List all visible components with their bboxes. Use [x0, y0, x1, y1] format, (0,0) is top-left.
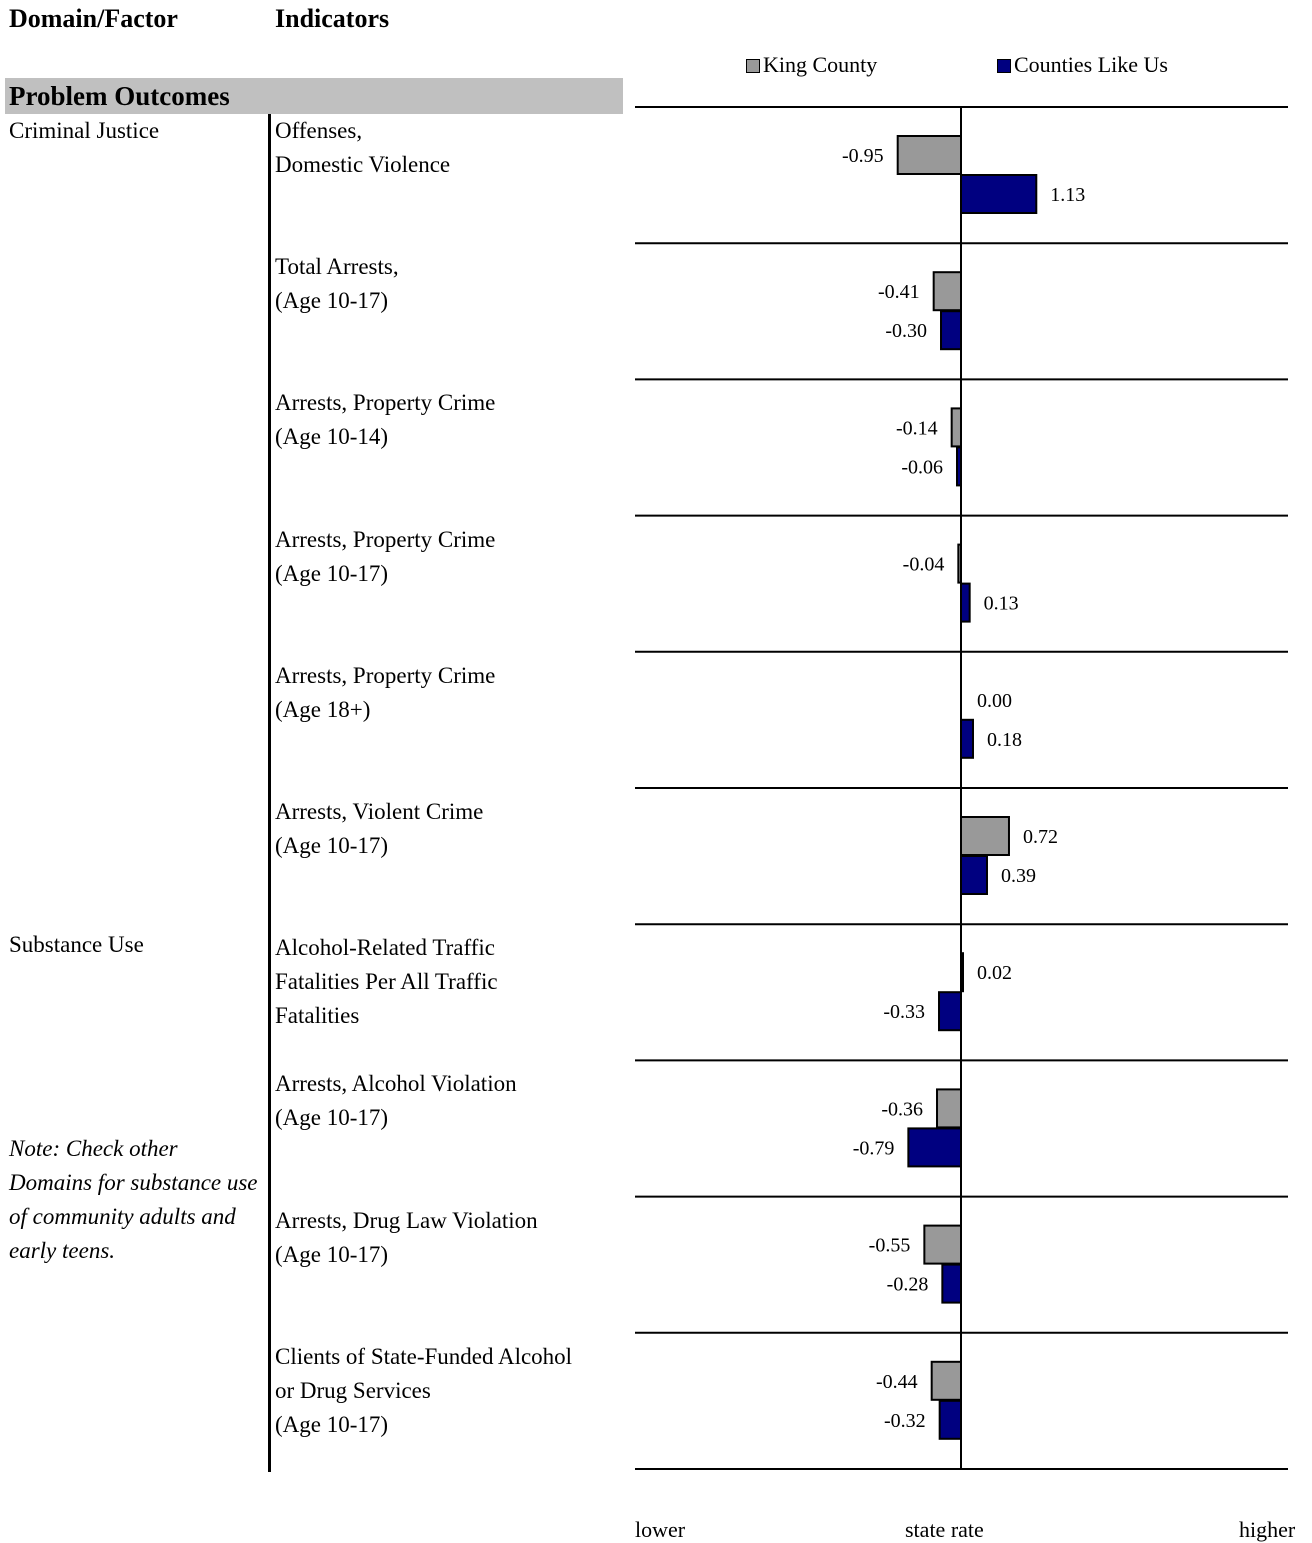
- indicator-label-line: or Drug Services: [275, 1378, 431, 1403]
- bar-king-county: [896, 135, 962, 175]
- value-label-king-county: -0.14: [896, 417, 938, 439]
- bar-king-county: [932, 271, 962, 312]
- indicator-label: Clients of State-Funded Alcohol or Drug S…: [275, 1340, 625, 1442]
- indicator-label: Total Arrests, (Age 10-17): [275, 250, 625, 318]
- bar-counties-like-us: [960, 174, 1038, 214]
- indicator-label: Arrests, Property Crime (Age 18+): [275, 659, 625, 727]
- domain-note: Note: Check other Domains for substance …: [9, 1136, 258, 1263]
- bar-king-county: [936, 1088, 963, 1129]
- indicator-label-line: (Age 10-17): [275, 288, 389, 313]
- bar-king-county: [950, 407, 963, 448]
- legend-label-counties-like-us: Counties Like Us: [1014, 52, 1168, 77]
- value-label-counties-like-us: -0.33: [883, 1001, 925, 1023]
- indicator-divider: [268, 114, 271, 1472]
- indicator-label: Offenses, Domestic Violence: [275, 114, 625, 182]
- value-label-king-county: -0.55: [869, 1235, 911, 1257]
- value-label-counties-like-us: 0.18: [987, 729, 1022, 751]
- value-label-counties-like-us: 0.39: [1001, 865, 1036, 887]
- indicator-label-line: Arrests, Drug Law Violation: [275, 1208, 538, 1233]
- value-label-king-county: 0.02: [977, 962, 1012, 984]
- bar-counties-like-us: [960, 855, 988, 895]
- bar-king-county: [930, 1360, 963, 1401]
- indicator-label-line: Domestic Violence: [275, 152, 451, 177]
- section-title: Problem Outcomes: [9, 81, 230, 111]
- indicator-label-line: (Age 10-17): [275, 833, 389, 858]
- legend-item-king-county: King County: [746, 52, 877, 78]
- indicator-label: Arrests, Property Crime (Age 10-17): [275, 523, 625, 591]
- indicator-label-line: Fatalities: [275, 1003, 360, 1028]
- scale-label-higher: higher: [1239, 1517, 1296, 1542]
- counties-like-us-swatch: [997, 59, 1011, 73]
- indicator-label-line: Arrests, Violent Crime: [275, 799, 484, 824]
- value-label-counties-like-us: -0.32: [884, 1410, 926, 1432]
- indicator-label-line: (Age 10-17): [275, 561, 389, 586]
- indicator-label-line: (Age 10-17): [275, 1412, 389, 1437]
- value-label-king-county: -0.41: [878, 281, 920, 303]
- indicator-label-line: Arrests, Property Crime: [275, 390, 496, 415]
- value-label-counties-like-us: -0.30: [885, 320, 927, 342]
- indicator-label: Arrests, Violent Crime (Age 10-17): [275, 795, 625, 863]
- value-label-counties-like-us: 0.13: [984, 593, 1019, 615]
- value-label-king-county: -0.95: [842, 145, 884, 167]
- legend-item-counties-like-us: Counties Like Us: [997, 52, 1168, 78]
- bar-king-county: [960, 816, 1010, 856]
- scale-label-lower: lower: [635, 1517, 686, 1542]
- indicator-label: Arrests, Alcohol Violation (Age 10-17): [275, 1067, 625, 1135]
- bar-counties-like-us: [938, 991, 963, 1032]
- domain-criminal-justice: Criminal Justice: [9, 118, 160, 143]
- value-label-king-county: 0.00: [977, 690, 1012, 712]
- indicator-label-line: Alcohol-Related Traffic: [275, 935, 495, 960]
- legend-label-king-county: King County: [763, 52, 878, 77]
- bar-counties-like-us: [941, 1263, 962, 1304]
- bar-counties-like-us: [960, 718, 974, 759]
- indicator-label-line: Total Arrests,: [275, 254, 399, 279]
- value-label-counties-like-us: -0.06: [901, 456, 943, 478]
- value-label-king-county: -0.04: [903, 554, 945, 576]
- indicator-label-line: Offenses,: [275, 118, 363, 143]
- section-band: Problem Outcomes: [5, 78, 623, 114]
- king-county-swatch: [746, 59, 760, 73]
- bar-king-county: [923, 1224, 963, 1265]
- bar-counties-like-us: [938, 1399, 962, 1440]
- indicator-label-line: Arrests, Alcohol Violation: [275, 1071, 517, 1096]
- indicator-label-line: (Age 18+): [275, 697, 371, 722]
- value-label-king-county: -0.36: [881, 1098, 923, 1120]
- domain-factor-header: Domain/Factor: [9, 4, 178, 33]
- bar-counties-like-us: [940, 310, 962, 351]
- bar-counties-like-us: [960, 582, 971, 623]
- indicator-label: Arrests, Drug Law Violation (Age 10-17): [275, 1204, 625, 1272]
- bar-counties-like-us: [907, 1127, 963, 1168]
- value-label-counties-like-us: -0.79: [853, 1137, 895, 1159]
- indicator-label-line: Arrests, Property Crime: [275, 663, 496, 688]
- indicators-header: Indicators: [275, 4, 390, 33]
- scale-label-state-rate: state rate: [905, 1517, 984, 1542]
- indicator-label: Alcohol-Related Traffic Fatalities Per Al…: [275, 931, 625, 1033]
- indicator-label-line: (Age 10-14): [275, 424, 389, 449]
- value-label-counties-like-us: -0.28: [887, 1274, 929, 1296]
- value-label-king-county: -0.44: [876, 1371, 918, 1393]
- indicator-label-line: (Age 10-17): [275, 1105, 389, 1130]
- value-label-counties-like-us: 1.13: [1050, 184, 1085, 206]
- domain-substance-use: Substance Use: [9, 932, 144, 957]
- indicator-label-line: (Age 10-17): [275, 1242, 389, 1267]
- indicator-label-line: Fatalities Per All Traffic: [275, 969, 498, 994]
- value-label-king-county: 0.72: [1023, 826, 1058, 848]
- indicator-label: Arrests, Property Crime (Age 10-14): [275, 386, 625, 454]
- indicator-label-line: Arrests, Property Crime: [275, 527, 496, 552]
- indicator-label-line: Clients of State-Funded Alcohol: [275, 1344, 573, 1369]
